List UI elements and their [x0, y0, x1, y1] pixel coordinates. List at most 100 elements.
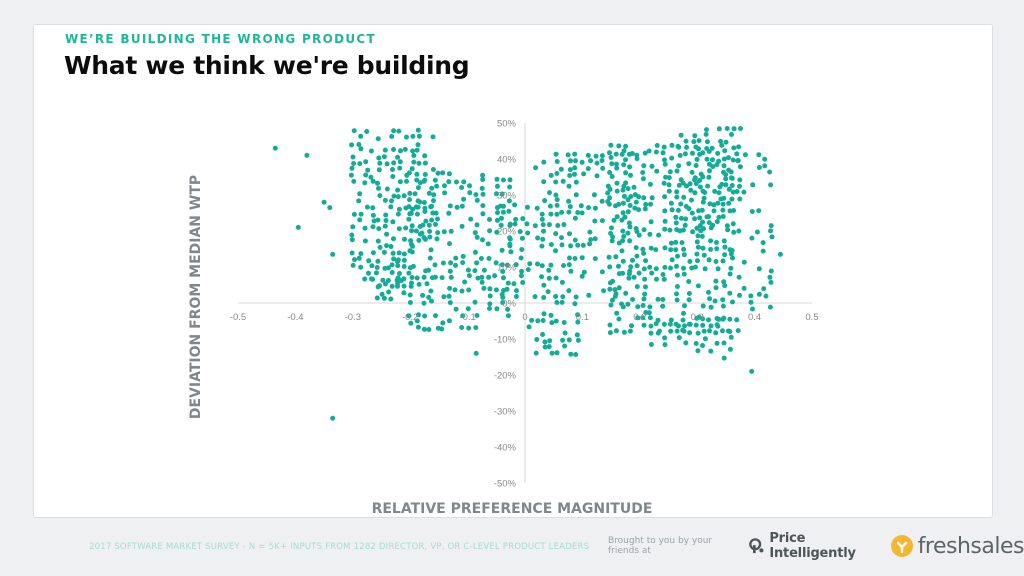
scatter-point	[721, 279, 727, 285]
scatter-point	[385, 278, 391, 283]
scatter-point	[547, 190, 552, 196]
scatter-point	[648, 201, 653, 207]
scatter-point	[669, 142, 675, 148]
scatter-point	[419, 230, 425, 236]
scatter-point	[539, 243, 545, 249]
scatter-point	[428, 247, 434, 253]
price-intelligently-wordmark: Price Intelligently	[769, 531, 856, 561]
scatter-point	[568, 268, 574, 274]
scatter-point	[729, 196, 735, 202]
scatter-point	[661, 321, 667, 327]
scatter-point	[704, 156, 710, 162]
scatter-point	[713, 278, 719, 284]
scatter-point	[649, 163, 655, 169]
scatter-point	[461, 196, 467, 202]
scatter-point	[427, 228, 433, 234]
scatter-point	[736, 144, 742, 150]
scatter-point	[674, 284, 680, 289]
scatter-point	[554, 350, 560, 356]
scatter-point	[357, 161, 363, 167]
scatter-point	[631, 184, 637, 190]
scatter-point	[434, 183, 440, 189]
scatter-point	[614, 161, 619, 167]
scatter-point	[661, 276, 667, 282]
scatter-point	[687, 259, 693, 264]
scatter-point	[391, 256, 397, 262]
scatter-point	[675, 207, 681, 213]
scatter-point	[467, 183, 472, 189]
scatter-point	[520, 216, 526, 222]
scatter-point	[607, 322, 613, 328]
scatter-point	[447, 285, 453, 291]
scatter-point	[610, 297, 615, 303]
scatter-point	[722, 148, 728, 154]
scatter-point	[526, 324, 532, 330]
scatter-point	[350, 154, 356, 160]
scatter-point	[535, 261, 540, 267]
scatter-point	[607, 150, 612, 156]
scatter-point	[722, 252, 728, 258]
scatter-point	[494, 229, 500, 235]
scatter-point	[401, 193, 407, 199]
scatter-point	[682, 222, 688, 228]
scatter-point	[480, 211, 486, 217]
scatter-point	[674, 291, 679, 297]
scatter-point	[662, 264, 668, 270]
y-tick-label: -20%	[494, 371, 517, 382]
scatter-point	[621, 329, 627, 335]
scatter-point	[698, 171, 704, 177]
scatter-point	[407, 197, 412, 203]
scatter-point	[692, 216, 698, 222]
scatter-point	[554, 197, 560, 203]
scatter-point	[460, 313, 466, 319]
scatter-point	[363, 172, 369, 178]
scatter-point	[712, 188, 718, 194]
scatter-point	[358, 146, 364, 152]
scatter-point	[391, 128, 397, 134]
scatter-point	[588, 158, 594, 164]
scatter-point	[720, 303, 726, 309]
scatter-point	[627, 164, 633, 170]
scatter-point	[621, 162, 627, 168]
scatter-point	[416, 160, 422, 166]
scatter-point	[710, 164, 716, 170]
scatter-point	[614, 165, 620, 171]
scatter-point	[358, 264, 364, 270]
scatter-point	[729, 183, 735, 188]
scatter-point	[446, 293, 452, 299]
scatter-point	[427, 255, 433, 261]
scatter-point	[686, 161, 692, 167]
scatter-point	[424, 281, 430, 287]
scatter-point	[534, 205, 540, 211]
scatter-point	[721, 156, 727, 162]
scatter-point	[433, 313, 438, 319]
scatter-point	[676, 323, 681, 329]
scatter-point	[611, 217, 617, 223]
scatter-point	[768, 182, 774, 188]
scatter-point	[447, 241, 452, 247]
scatter-point	[546, 275, 552, 281]
price-intelligently-logo[interactable]: Price Intelligently	[749, 531, 881, 561]
freshsales-wordmark: freshsales	[917, 533, 1024, 559]
scatter-point	[532, 294, 538, 300]
scatter-point	[708, 323, 714, 329]
scatter-point	[572, 237, 578, 243]
scatter-point	[662, 342, 668, 348]
scatter-point	[410, 206, 416, 212]
scatter-point	[641, 296, 647, 302]
freshsales-logo[interactable]: freshsales	[890, 534, 1024, 559]
scatter-point	[541, 282, 547, 288]
scatter-point	[558, 166, 564, 172]
scatter-point	[625, 186, 631, 192]
scatter-point	[727, 271, 733, 277]
scatter-point	[579, 273, 585, 279]
scatter-point	[441, 229, 447, 235]
scatter-point	[662, 218, 668, 224]
scatter-point	[692, 177, 697, 183]
scatter-point	[641, 322, 647, 328]
scatter-point	[686, 297, 692, 303]
scatter-point	[358, 133, 364, 139]
scatter-point	[756, 266, 762, 272]
scatter-point	[549, 350, 555, 356]
scatter-point	[683, 138, 689, 144]
